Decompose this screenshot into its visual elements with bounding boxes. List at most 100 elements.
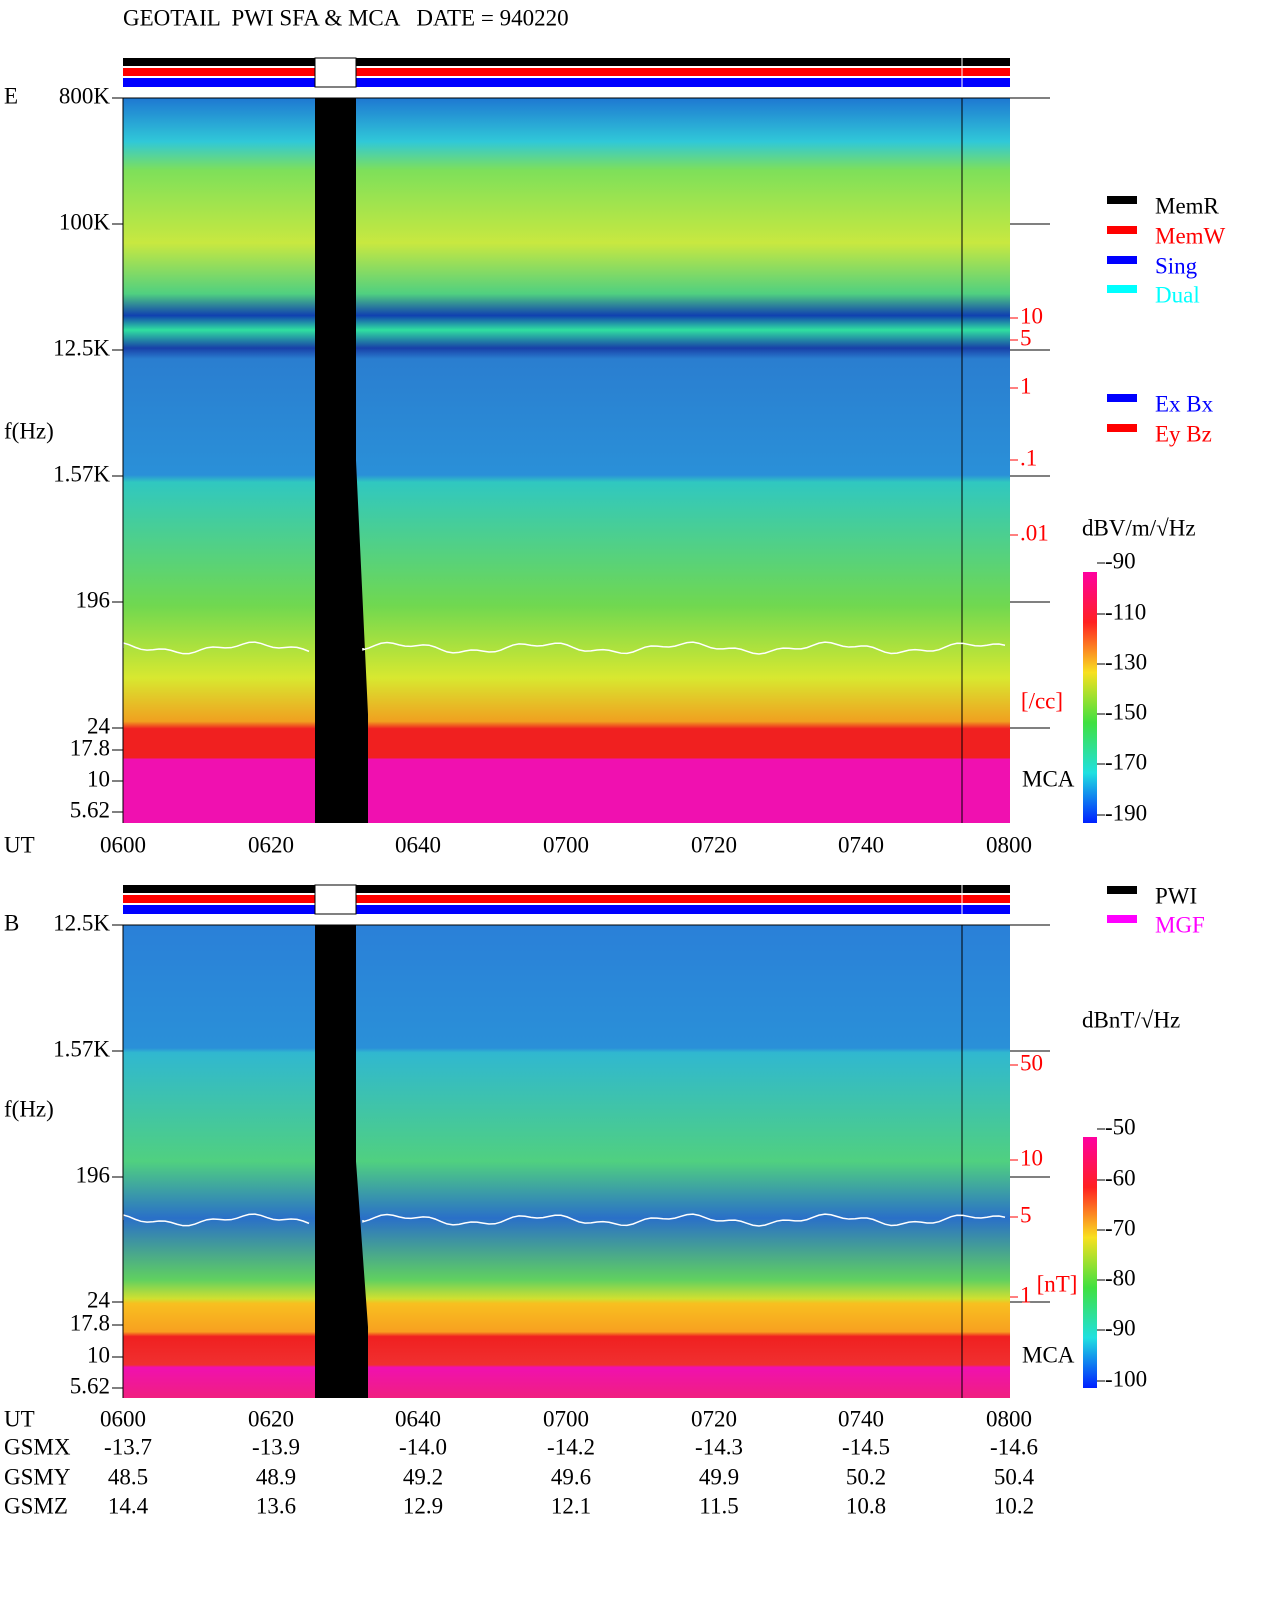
orbit-value: 49.6 [551, 1464, 591, 1489]
legend-label: Ex Bx [1155, 391, 1214, 416]
legend-swatch [1107, 226, 1137, 234]
orbit-value: -14.3 [695, 1434, 743, 1459]
x-tick-label: 0720 [691, 832, 737, 857]
legend-swatch [1107, 394, 1137, 402]
y-tick-label: 10 [87, 1342, 110, 1367]
colorbar-tick-label: -110 [1105, 599, 1146, 624]
legend-label: MemW [1155, 223, 1226, 248]
y-tick-label: 800K [59, 83, 111, 108]
orbit-value: 48.5 [108, 1464, 148, 1489]
density-tick-label: 10 [1020, 303, 1043, 328]
orbit-value: 14.4 [108, 1493, 149, 1518]
y-tick-label: 100K [59, 209, 111, 234]
density-tick-label: 1 [1020, 373, 1032, 398]
y-tick-label: 5.62 [70, 1373, 110, 1398]
x-axis-label: UT [4, 1406, 35, 1431]
orbit-value: 50.2 [846, 1464, 886, 1489]
orbit-value: 50.4 [994, 1464, 1035, 1489]
status-bar [123, 885, 1010, 893]
colorbar-tick-label: -90 [1105, 548, 1136, 573]
orbit-value: -13.7 [104, 1434, 152, 1459]
colorbar [1083, 1137, 1097, 1388]
density-tick-label: 5 [1020, 325, 1032, 350]
density-tick-label: 1 [1020, 1282, 1032, 1307]
density-tick-label: 5 [1020, 1202, 1032, 1227]
x-tick-label: 0800 [986, 832, 1032, 857]
x-tick-label: 0700 [543, 832, 589, 857]
density-tick-label: .1 [1020, 445, 1037, 470]
orbit-value: 11.5 [699, 1493, 738, 1518]
status-bar [123, 905, 1010, 914]
colorbar-tick-label: -60 [1105, 1165, 1136, 1190]
legend-swatch [1107, 424, 1137, 432]
x-tick-label: 0620 [248, 1406, 294, 1431]
colorbar-tick-label: -80 [1105, 1265, 1136, 1290]
density-line [122, 641, 1006, 655]
data-gap [315, 98, 368, 823]
status-bar [123, 68, 1010, 76]
status-bar [123, 58, 1010, 66]
legend-label: Ey Bz [1155, 421, 1212, 446]
legend-swatch [1107, 285, 1137, 293]
orbit-value: 10.2 [994, 1493, 1034, 1518]
orbit-value: 10.8 [846, 1493, 886, 1518]
colorbar-tick-label: -150 [1105, 699, 1147, 724]
colorbar-tick-label: -90 [1105, 1315, 1136, 1340]
colorbar-tick-label: -50 [1105, 1114, 1136, 1139]
orbit-value: 12.1 [551, 1493, 591, 1518]
orbit-value: -14.6 [990, 1434, 1038, 1459]
colorbar-unit: dBnT/√Hz [1082, 1007, 1180, 1032]
y-tick-label: 17.8 [70, 735, 110, 760]
orbit-label: GSMX [4, 1434, 71, 1459]
orbit-value: 13.6 [256, 1493, 296, 1518]
orbit-value: -14.5 [842, 1434, 890, 1459]
y-tick-label: 24 [87, 713, 111, 738]
x-tick-label: 0620 [248, 832, 294, 857]
orbit-value: 48.9 [256, 1464, 296, 1489]
x-tick-label: 0640 [395, 832, 441, 857]
x-tick-label: 0600 [100, 1406, 146, 1431]
colorbar-unit: dBV/m/√Hz [1082, 515, 1196, 540]
spectrogram [123, 925, 1010, 1398]
orbit-value: 49.9 [699, 1464, 739, 1489]
density-line [122, 1213, 1006, 1227]
y-tick-label: 12.5K [53, 910, 110, 935]
panel-label: B [4, 910, 19, 935]
y-tick-label: 196 [76, 587, 111, 612]
legend-label: MGF [1155, 912, 1205, 937]
y-tick-label: 24 [87, 1287, 111, 1312]
colorbar-tick-label: -190 [1105, 800, 1147, 825]
spectrogram [123, 98, 1010, 823]
mca-label: MCA [1022, 1342, 1075, 1367]
density-unit: [/cc] [1021, 688, 1063, 713]
orbit-value: -14.2 [547, 1434, 595, 1459]
legend-swatch [1107, 196, 1137, 204]
colorbar-tick-label: -170 [1105, 749, 1147, 774]
x-tick-label: 0800 [986, 1406, 1032, 1431]
orbit-value: -14.0 [399, 1434, 447, 1459]
y-tick-label: 12.5K [53, 335, 110, 360]
status-gap [314, 57, 357, 88]
legend-label: Dual [1155, 282, 1200, 307]
y-tick-label: 5.62 [70, 797, 110, 822]
legend-label: MemR [1155, 193, 1220, 218]
x-tick-label: 0720 [691, 1406, 737, 1431]
colorbar-tick-label: -100 [1105, 1366, 1147, 1391]
orbit-value: 49.2 [403, 1464, 443, 1489]
x-tick-label: 0740 [838, 1406, 884, 1431]
data-gap [315, 925, 368, 1398]
x-tick-label: 0740 [838, 832, 884, 857]
status-bar [123, 895, 1010, 903]
orbit-value: 12.9 [403, 1493, 443, 1518]
density-tick-label: 10 [1020, 1145, 1043, 1170]
orbit-value: -13.9 [252, 1434, 300, 1459]
y-axis-label: f(Hz) [4, 418, 54, 443]
density-tick-label: 50 [1020, 1050, 1043, 1075]
legend-label: PWI [1155, 883, 1197, 908]
legend-swatch [1107, 915, 1137, 923]
legend-swatch [1107, 256, 1137, 264]
mca-label: MCA [1022, 766, 1075, 791]
y-axis-label: f(Hz) [4, 1096, 54, 1121]
x-tick-label: 0700 [543, 1406, 589, 1431]
